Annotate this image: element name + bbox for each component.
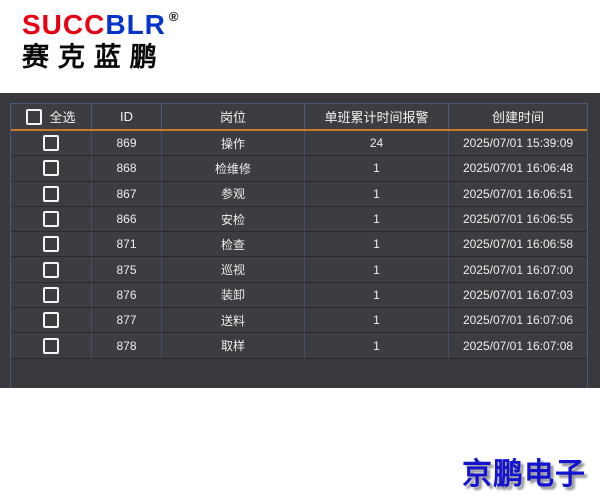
table-row: 867 参观 1 2025/07/01 16:06:51 — [11, 181, 587, 207]
cell-alarm: 1 — [304, 333, 448, 358]
logo-text-red: SUCC — [22, 9, 106, 40]
row-checkbox[interactable] — [43, 160, 59, 177]
cell-alarm: 1 — [304, 257, 448, 282]
cell-position: 取样 — [161, 333, 304, 358]
table-row: 878 取样 1 2025/07/01 16:07:08 — [11, 333, 587, 359]
row-checkbox[interactable] — [43, 135, 59, 152]
select-all-label: 全选 — [49, 110, 76, 125]
cell-created: 2025/07/01 16:06:58 — [448, 232, 587, 257]
company-logo: SUCCBLR ® 赛克蓝鹏 — [21, 10, 179, 73]
cell-select — [11, 333, 91, 357]
row-checkbox[interactable] — [43, 286, 59, 303]
logo-chinese-name: 赛克蓝鹏 — [21, 42, 167, 73]
cell-created: 2025/07/01 16:07:06 — [448, 308, 587, 333]
table-row: 866 安检 1 2025/07/01 16:06:55 — [11, 206, 587, 233]
table-row: 877 送料 1 2025/07/01 16:07:06 — [11, 308, 587, 334]
cell-select — [11, 156, 91, 180]
cell-alarm: 24 — [304, 131, 448, 156]
select-all-checkbox[interactable] — [26, 108, 43, 125]
row-checkbox[interactable] — [43, 261, 59, 278]
cell-id: 871 — [91, 232, 161, 257]
cell-select — [11, 131, 91, 155]
cell-alarm: 1 — [304, 308, 448, 333]
row-checkbox[interactable] — [43, 337, 59, 354]
cell-created: 2025/07/01 16:06:55 — [448, 206, 587, 232]
registered-trademark-icon: ® — [168, 9, 180, 24]
cell-position: 巡视 — [161, 257, 304, 282]
cell-alarm: 1 — [304, 181, 448, 206]
cell-id: 867 — [91, 181, 161, 206]
cell-created: 2025/07/01 16:07:03 — [448, 282, 587, 308]
header-cell-created: 创建时间 — [448, 104, 587, 129]
cell-created: 2025/07/01 16:07:08 — [448, 333, 587, 358]
table-row: 869 操作 24 2025/07/01 15:39:09 — [11, 131, 587, 157]
table-row: 868 检维修 1 2025/07/01 16:06:48 — [11, 156, 587, 182]
cell-position: 装卸 — [161, 282, 304, 308]
table-row: 875 巡视 1 2025/07/01 16:07:00 — [11, 257, 587, 283]
row-checkbox[interactable] — [43, 312, 59, 329]
cell-position: 检查 — [161, 232, 304, 257]
cell-id: 866 — [91, 206, 161, 232]
cell-select — [11, 182, 91, 206]
logo-wordmark: SUCCBLR ® — [22, 10, 179, 39]
cell-created: 2025/07/01 16:06:51 — [448, 181, 587, 206]
cell-position: 操作 — [161, 131, 304, 156]
cell-id: 868 — [91, 156, 161, 181]
cell-alarm: 1 — [304, 206, 448, 232]
header-cell-select-all: 全选 — [11, 104, 91, 129]
positions-table: 全选 ID 岗位 单班累计时间报警 创建时间 869 操作 24 2025/07… — [10, 103, 588, 388]
cell-alarm: 1 — [304, 156, 448, 181]
table-row: 871 检查 1 2025/07/01 16:06:58 — [11, 232, 587, 258]
logo-text-blue: BLR — [105, 9, 166, 40]
row-checkbox[interactable] — [43, 185, 59, 202]
cell-position: 安检 — [161, 206, 304, 232]
cell-select — [11, 283, 91, 307]
cell-alarm: 1 — [304, 282, 448, 308]
cell-id: 875 — [91, 257, 161, 282]
cell-select — [11, 308, 91, 332]
footer-brand-text: 京鹏电子 — [462, 458, 586, 491]
cell-created: 2025/07/01 16:06:48 — [448, 156, 587, 181]
cell-created: 2025/07/01 15:39:09 — [448, 131, 587, 156]
cell-select — [11, 257, 91, 281]
cell-position: 送料 — [161, 308, 304, 333]
header-cell-position: 岗位 — [161, 104, 304, 129]
cell-select — [11, 232, 91, 256]
cell-select — [11, 207, 91, 231]
table-row: 876 装卸 1 2025/07/01 16:07:03 — [11, 282, 587, 309]
cell-position: 参观 — [161, 181, 304, 206]
cell-alarm: 1 — [304, 232, 448, 257]
header-cell-id: ID — [91, 104, 161, 129]
table-panel: 全选 ID 岗位 单班累计时间报警 创建时间 869 操作 24 2025/07… — [0, 93, 600, 388]
cell-created: 2025/07/01 16:07:00 — [448, 257, 587, 282]
table-header-row: 全选 ID 岗位 单班累计时间报警 创建时间 — [11, 103, 587, 131]
header-cell-alarm: 单班累计时间报警 — [304, 104, 448, 129]
cell-id: 876 — [91, 282, 161, 308]
cell-position: 检维修 — [161, 156, 304, 181]
cell-id: 877 — [91, 308, 161, 333]
row-checkbox[interactable] — [43, 236, 59, 253]
row-checkbox[interactable] — [43, 211, 59, 228]
cell-id: 869 — [91, 131, 161, 156]
cell-id: 878 — [91, 333, 161, 358]
